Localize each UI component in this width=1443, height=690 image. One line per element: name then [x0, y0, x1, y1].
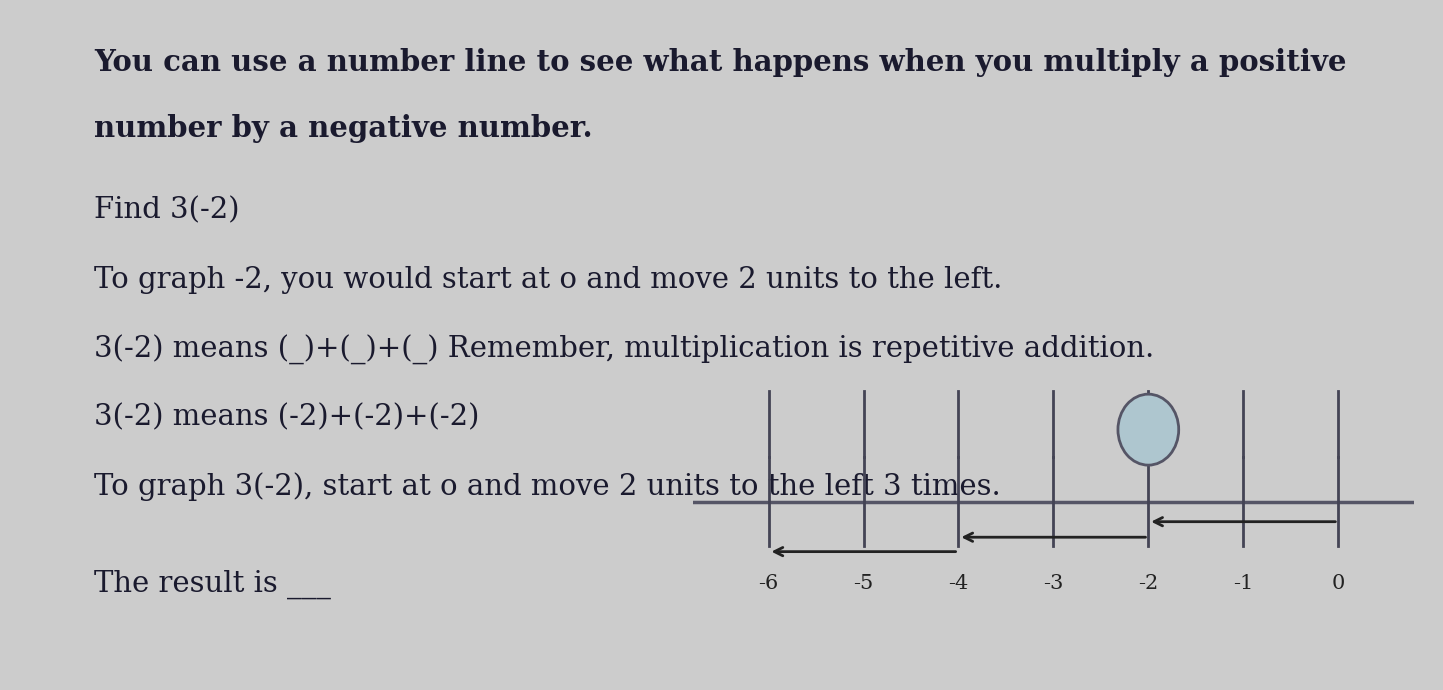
Text: -1: -1 [1234, 574, 1254, 593]
Text: To graph -2, you would start at o and move 2 units to the left.: To graph -2, you would start at o and mo… [94, 266, 1003, 294]
Text: 3(-2) means (_)+(_)+(_) Remember, multiplication is repetitive addition.: 3(-2) means (_)+(_)+(_) Remember, multip… [94, 335, 1154, 365]
Text: 0: 0 [1332, 574, 1345, 593]
Text: -2: -2 [1139, 574, 1159, 593]
Text: To graph 3(-2), start at o and move 2 units to the left 3 times.: To graph 3(-2), start at o and move 2 un… [94, 473, 1000, 502]
Text: number by a negative number.: number by a negative number. [94, 114, 593, 143]
Text: -3: -3 [1043, 574, 1063, 593]
Text: You can use a number line to see what happens when you multiply a positive: You can use a number line to see what ha… [94, 48, 1346, 77]
Text: -5: -5 [853, 574, 873, 593]
Circle shape [1118, 394, 1179, 465]
Text: Find 3(-2): Find 3(-2) [94, 197, 240, 225]
Text: The result is ___: The result is ___ [94, 569, 330, 598]
Text: -4: -4 [948, 574, 968, 593]
Text: 3(-2) means (-2)+(-2)+(-2): 3(-2) means (-2)+(-2)+(-2) [94, 404, 479, 432]
Text: -6: -6 [759, 574, 779, 593]
